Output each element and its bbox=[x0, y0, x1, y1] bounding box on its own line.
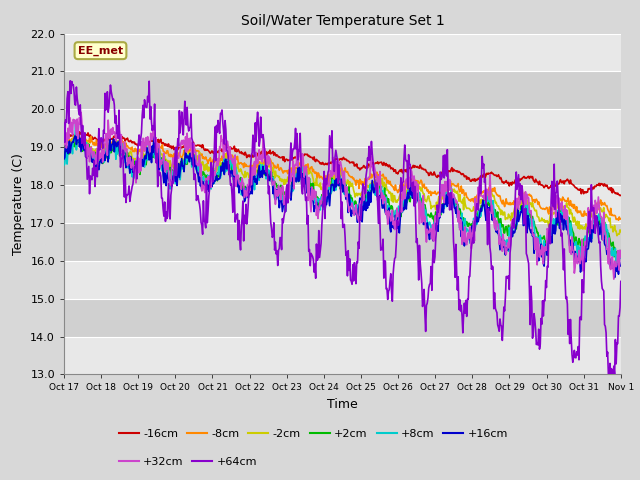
Legend: +32cm, +64cm: +32cm, +64cm bbox=[114, 452, 262, 471]
X-axis label: Time: Time bbox=[327, 398, 358, 411]
Bar bbox=[64, 34, 621, 72]
Title: Soil/Water Temperature Set 1: Soil/Water Temperature Set 1 bbox=[241, 14, 444, 28]
Y-axis label: Temperature (C): Temperature (C) bbox=[12, 153, 24, 255]
Bar bbox=[64, 336, 621, 374]
Text: EE_met: EE_met bbox=[78, 46, 123, 56]
Bar bbox=[64, 147, 621, 185]
Bar bbox=[64, 223, 621, 261]
Bar bbox=[64, 261, 621, 299]
Bar bbox=[64, 185, 621, 223]
Bar bbox=[64, 109, 621, 147]
Bar bbox=[64, 72, 621, 109]
Bar bbox=[64, 299, 621, 336]
